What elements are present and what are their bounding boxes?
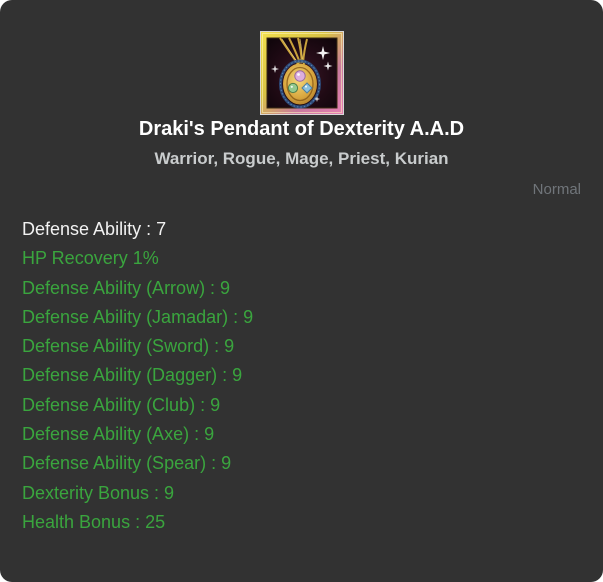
item-title: Draki's Pendant of Dexterity A.A.D [138,118,465,140]
stat-defense-ability-dagger: Defense Ability (Dagger) : 9 [22,365,243,386]
stat-defense-ability-arrow: Defense Ability (Arrow) : 9 [22,277,231,298]
stat-defense-ability-axe: Defense Ability (Axe) : 9 [22,424,215,445]
stat-health-bonus: Health Bonus : 25 [22,511,166,532]
stat-defense-ability-sword: Defense Ability (Sword) : 9 [22,336,235,357]
stat-defense-ability-club: Defense Ability (Club) : 9 [22,394,221,415]
pendant-icon-art [259,31,344,115]
dexterity-pendant-icon[interactable] [259,31,344,115]
stat-defense-ability: Defense Ability : 7 [22,219,167,239]
item-usable-classes: Warrior, Rogue, Mage, Priest, Kurian [154,149,449,168]
stat-defense-ability-spear: Defense Ability (Spear) : 9 [22,453,232,474]
stats-list: Defense Ability : 7 HP Recovery 1% Defen… [22,215,581,537]
item-grade-badge: Normal [532,181,581,198]
stat-dexterity-bonus: Dexterity Bonus : 9 [22,482,175,503]
stat-defense-ability-jamadar: Defense Ability (Jamadar) : 9 [22,306,254,327]
stat-hp-recovery: HP Recovery 1% [22,248,159,269]
